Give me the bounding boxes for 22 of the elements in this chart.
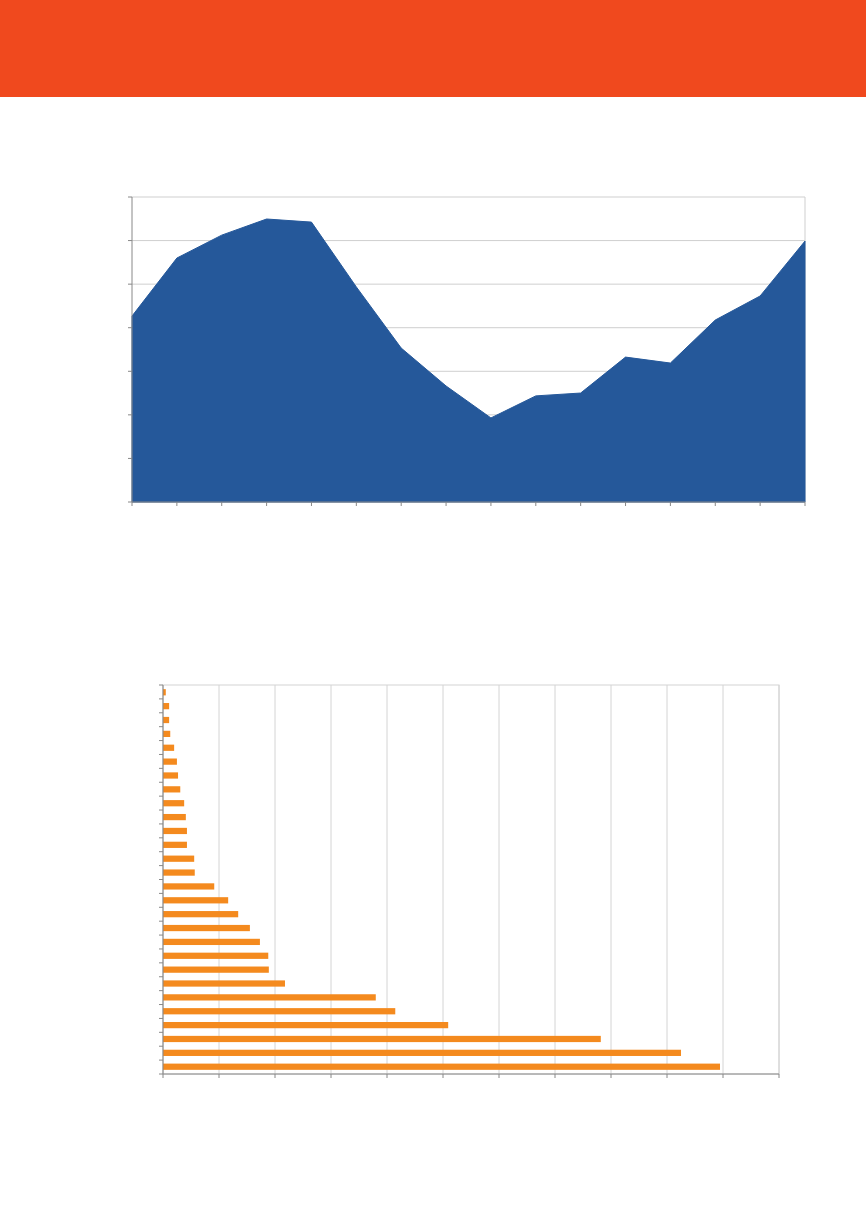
bar bbox=[163, 841, 187, 848]
bar bbox=[163, 1008, 396, 1015]
bar bbox=[163, 924, 250, 932]
bar bbox=[163, 938, 260, 946]
bar bbox=[163, 966, 269, 973]
bar bbox=[163, 994, 376, 1001]
bar bbox=[163, 1049, 682, 1056]
bar bbox=[163, 800, 185, 807]
bar bbox=[163, 869, 195, 876]
bar bbox=[163, 1063, 720, 1070]
bar bbox=[163, 980, 285, 987]
bar bbox=[163, 758, 177, 765]
bar bbox=[163, 813, 186, 821]
bar bbox=[163, 772, 179, 779]
bar bbox=[163, 1021, 449, 1029]
bar bbox=[163, 883, 215, 890]
bar bbox=[163, 827, 187, 835]
bar bbox=[163, 952, 269, 959]
bar bbox=[163, 911, 239, 918]
bar bbox=[163, 897, 229, 904]
bar bbox=[163, 1035, 601, 1043]
bar bbox=[163, 855, 195, 862]
